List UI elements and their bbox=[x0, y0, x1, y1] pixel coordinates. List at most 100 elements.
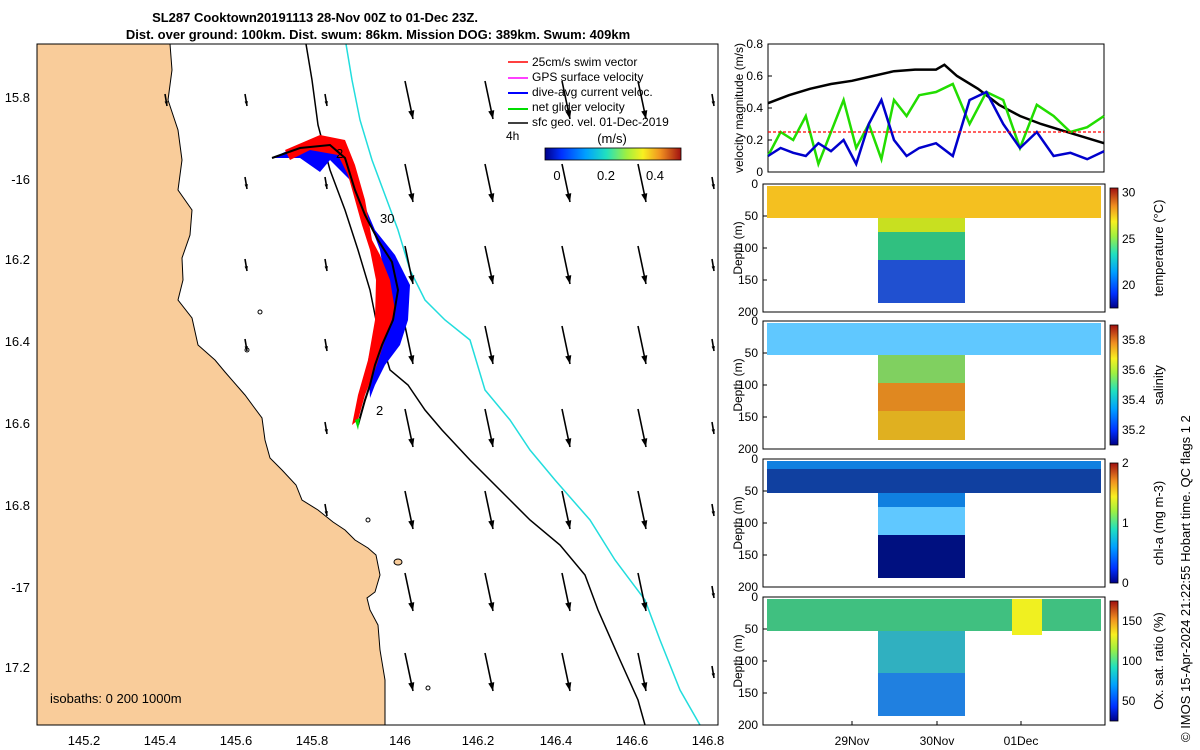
map-legend: 25cm/s swim vector GPS surface velocity … bbox=[506, 55, 669, 146]
section-deep-band bbox=[878, 397, 965, 412]
section-shallow-band bbox=[767, 186, 1101, 218]
section-y-tick-label: 0 bbox=[751, 452, 758, 466]
geo-vector-head bbox=[244, 266, 248, 271]
velocity-y-tick-label: 0.6 bbox=[746, 69, 763, 83]
map-x-tick-label: 145.8 bbox=[296, 733, 329, 748]
geo-vector-head bbox=[488, 682, 495, 691]
geo-vector-head bbox=[488, 275, 495, 284]
section-y-tick-label: 0 bbox=[751, 177, 758, 191]
map-x-tick-label: 146.8 bbox=[692, 733, 725, 748]
islet bbox=[257, 309, 263, 315]
legend-label-sfc: sfc geo. vel. 01-Dec-2019 bbox=[532, 115, 669, 129]
section-y-tick-label: 50 bbox=[745, 622, 759, 636]
figure-title-line1: SL287 Cooktown20191113 28-Nov 00Z to 01-… bbox=[152, 10, 478, 25]
section-y-axis-label: Depth (m) bbox=[731, 358, 745, 411]
geo-vector-head bbox=[488, 193, 495, 202]
section-deep-band bbox=[878, 218, 965, 233]
section-deep-band bbox=[878, 659, 965, 674]
speed-colorbar bbox=[544, 147, 682, 161]
section-colorbar-tick-label: 35.2 bbox=[1122, 423, 1146, 437]
section-colorbar bbox=[1109, 462, 1119, 584]
map-y-tick-label: 16.8 bbox=[5, 498, 30, 513]
section-colorbar-tick-label: 25 bbox=[1122, 232, 1136, 246]
velocity-y-tick-label: 0.2 bbox=[746, 133, 763, 147]
geo-vector-head bbox=[408, 275, 415, 284]
geo-vector-head bbox=[488, 355, 495, 364]
colorbar-label: (m/s) bbox=[597, 131, 627, 146]
figure-title-line2: Dist. over ground: 100km. Dist. swum: 86… bbox=[126, 27, 630, 42]
geo-vector-head bbox=[711, 673, 715, 678]
geo-vector-head bbox=[408, 110, 415, 119]
islet bbox=[425, 685, 431, 691]
section-colorbar-tick-label: 35.6 bbox=[1122, 363, 1146, 377]
section-y-tick-label: 100 bbox=[738, 654, 758, 668]
section-y-tick-label: 200 bbox=[738, 442, 758, 456]
section-deep-band bbox=[878, 246, 965, 261]
geo-vector-head bbox=[324, 101, 328, 106]
section-deep-band bbox=[878, 673, 965, 688]
section-deep-band bbox=[878, 411, 965, 426]
geo-vector-head bbox=[641, 520, 648, 529]
map-y-tick-label: 16.4 bbox=[5, 334, 30, 349]
geo-vector-head bbox=[641, 275, 648, 284]
section-y-tick-label: 50 bbox=[745, 346, 759, 360]
velocity-series-line bbox=[767, 63, 1105, 145]
map-y-tick-label: -16 bbox=[11, 172, 30, 187]
colorbar-tick-1: 0.2 bbox=[597, 168, 615, 183]
track-label-2-bottom: 2 bbox=[376, 403, 383, 418]
geo-vector-head bbox=[711, 429, 715, 434]
section-colorbar bbox=[1109, 187, 1119, 309]
map-y-tick-label: 15.8 bbox=[5, 90, 30, 105]
section-y-tick-label: 200 bbox=[738, 580, 758, 594]
section-colorbar-tick-label: 35.8 bbox=[1122, 333, 1146, 347]
section-colorbar bbox=[1109, 600, 1119, 722]
geo-vector-head bbox=[408, 602, 415, 611]
islet bbox=[365, 517, 371, 523]
geo-vector-head bbox=[711, 184, 715, 189]
map-y-ticks: 15.8 -16 16.2 16.4 16.6 16.8 -17 17.2 bbox=[5, 90, 30, 675]
section-panel: 0 50 100 150 200 Depth (m) 20 25 30 temperature (… bbox=[731, 177, 1166, 319]
section-deep-band bbox=[878, 535, 965, 550]
section-y-tick-label: 50 bbox=[745, 484, 759, 498]
map-y-tick-label: 16.6 bbox=[5, 416, 30, 431]
velocity-series-line bbox=[767, 90, 1105, 168]
section-y-tick-label: 150 bbox=[738, 548, 758, 562]
section-colorbar-tick-label: 50 bbox=[1122, 694, 1136, 708]
geo-vector-head bbox=[408, 520, 415, 529]
map-y-tick-label: 17.2 bbox=[5, 660, 30, 675]
section-deep-band bbox=[878, 425, 965, 440]
oxygen-high-patch bbox=[1012, 599, 1042, 635]
isobath-1000m bbox=[345, 44, 701, 725]
geo-vector-head bbox=[565, 275, 572, 284]
geo-vector-head bbox=[641, 682, 648, 691]
date-x-tick-label: 01Dec bbox=[1004, 734, 1039, 748]
section-colorbar-tick-label: 1 bbox=[1122, 516, 1129, 530]
section-deep-band bbox=[878, 563, 965, 578]
section-colorbar-tick-label: 0 bbox=[1122, 576, 1129, 590]
geo-vector-head bbox=[244, 184, 248, 189]
section-colorbar-label: Ox. sat. ratio (%) bbox=[1151, 612, 1166, 710]
map-x-tick-label: 146.4 bbox=[540, 733, 573, 748]
geo-vector-head bbox=[565, 682, 572, 691]
geo-vector-head bbox=[324, 429, 328, 434]
geo-vector-head bbox=[711, 511, 715, 516]
section-colorbar-tick-label: 30 bbox=[1122, 186, 1136, 200]
geo-vector-head bbox=[164, 101, 168, 106]
section-deep-band bbox=[878, 369, 965, 384]
section-y-tick-label: 0 bbox=[751, 314, 758, 328]
section-deep-band bbox=[878, 521, 965, 536]
section-deep-band bbox=[878, 260, 965, 275]
section-deep-band bbox=[878, 274, 965, 289]
colorbar-tick-0: 0 bbox=[553, 168, 560, 183]
section-deep-band bbox=[878, 232, 965, 247]
glider-path bbox=[271, 143, 400, 426]
isobath-200m bbox=[305, 44, 646, 725]
section-y-axis-label: Depth (m) bbox=[731, 634, 745, 687]
legend-label-gps: GPS surface velocity bbox=[532, 70, 643, 84]
geostrophic-velocity-vectors bbox=[164, 80, 715, 692]
section-shallow-band bbox=[767, 599, 1101, 631]
date-x-tick-label: 29Nov bbox=[835, 734, 870, 748]
legend-label-current: dive-avg current veloc. bbox=[532, 85, 653, 99]
map-x-tick-label: 145.4 bbox=[144, 733, 177, 748]
geo-vector-head bbox=[641, 602, 648, 611]
